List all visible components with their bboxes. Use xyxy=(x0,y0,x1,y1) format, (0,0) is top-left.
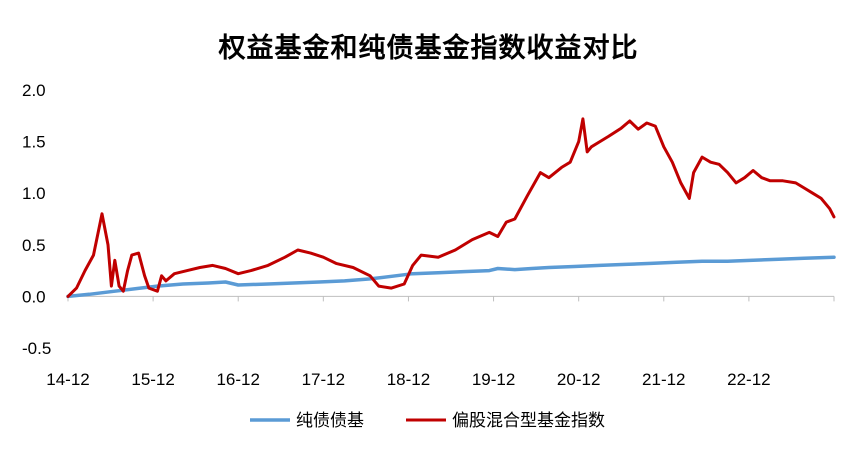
legend-label: 纯债债基 xyxy=(296,411,364,431)
legend: 纯债债基 偏股混合型基金指数 xyxy=(250,411,605,431)
series-line xyxy=(66,255,836,299)
series-layer xyxy=(66,117,836,299)
legend-label: 偏股混合型基金指数 xyxy=(452,411,605,431)
y-tick-label: -0.5 xyxy=(22,339,51,358)
x-tick-label: 19-12 xyxy=(472,370,515,389)
x-tick-label: 17-12 xyxy=(302,370,345,389)
x-tick-label: 16-12 xyxy=(216,370,259,389)
series-line xyxy=(66,117,836,298)
chart-title: 权益基金和纯债基金指数收益对比 xyxy=(218,33,639,64)
x-tick-label: 14-12 xyxy=(46,370,89,389)
y-tick-label: 1.5 xyxy=(22,133,46,152)
y-tick-label: 1.0 xyxy=(22,184,46,203)
x-tick-label: 22-12 xyxy=(727,370,770,389)
y-tick-label: 0.5 xyxy=(22,236,46,255)
x-tick-label: 21-12 xyxy=(642,370,685,389)
y-tick-label: 2.0 xyxy=(22,81,46,100)
y-tick-label: 0.0 xyxy=(22,287,46,306)
x-tick-label: 15-12 xyxy=(131,370,174,389)
x-tick-label: 18-12 xyxy=(387,370,430,389)
x-axis: 14-12 15-12 16-12 17-12 18-12 19-12 20-12 21-12… xyxy=(46,295,835,389)
y-axis: 2.0 1.5 1.0 0.5 0.0 -0.5 xyxy=(22,81,51,358)
x-tick-label: 20-12 xyxy=(557,370,600,389)
